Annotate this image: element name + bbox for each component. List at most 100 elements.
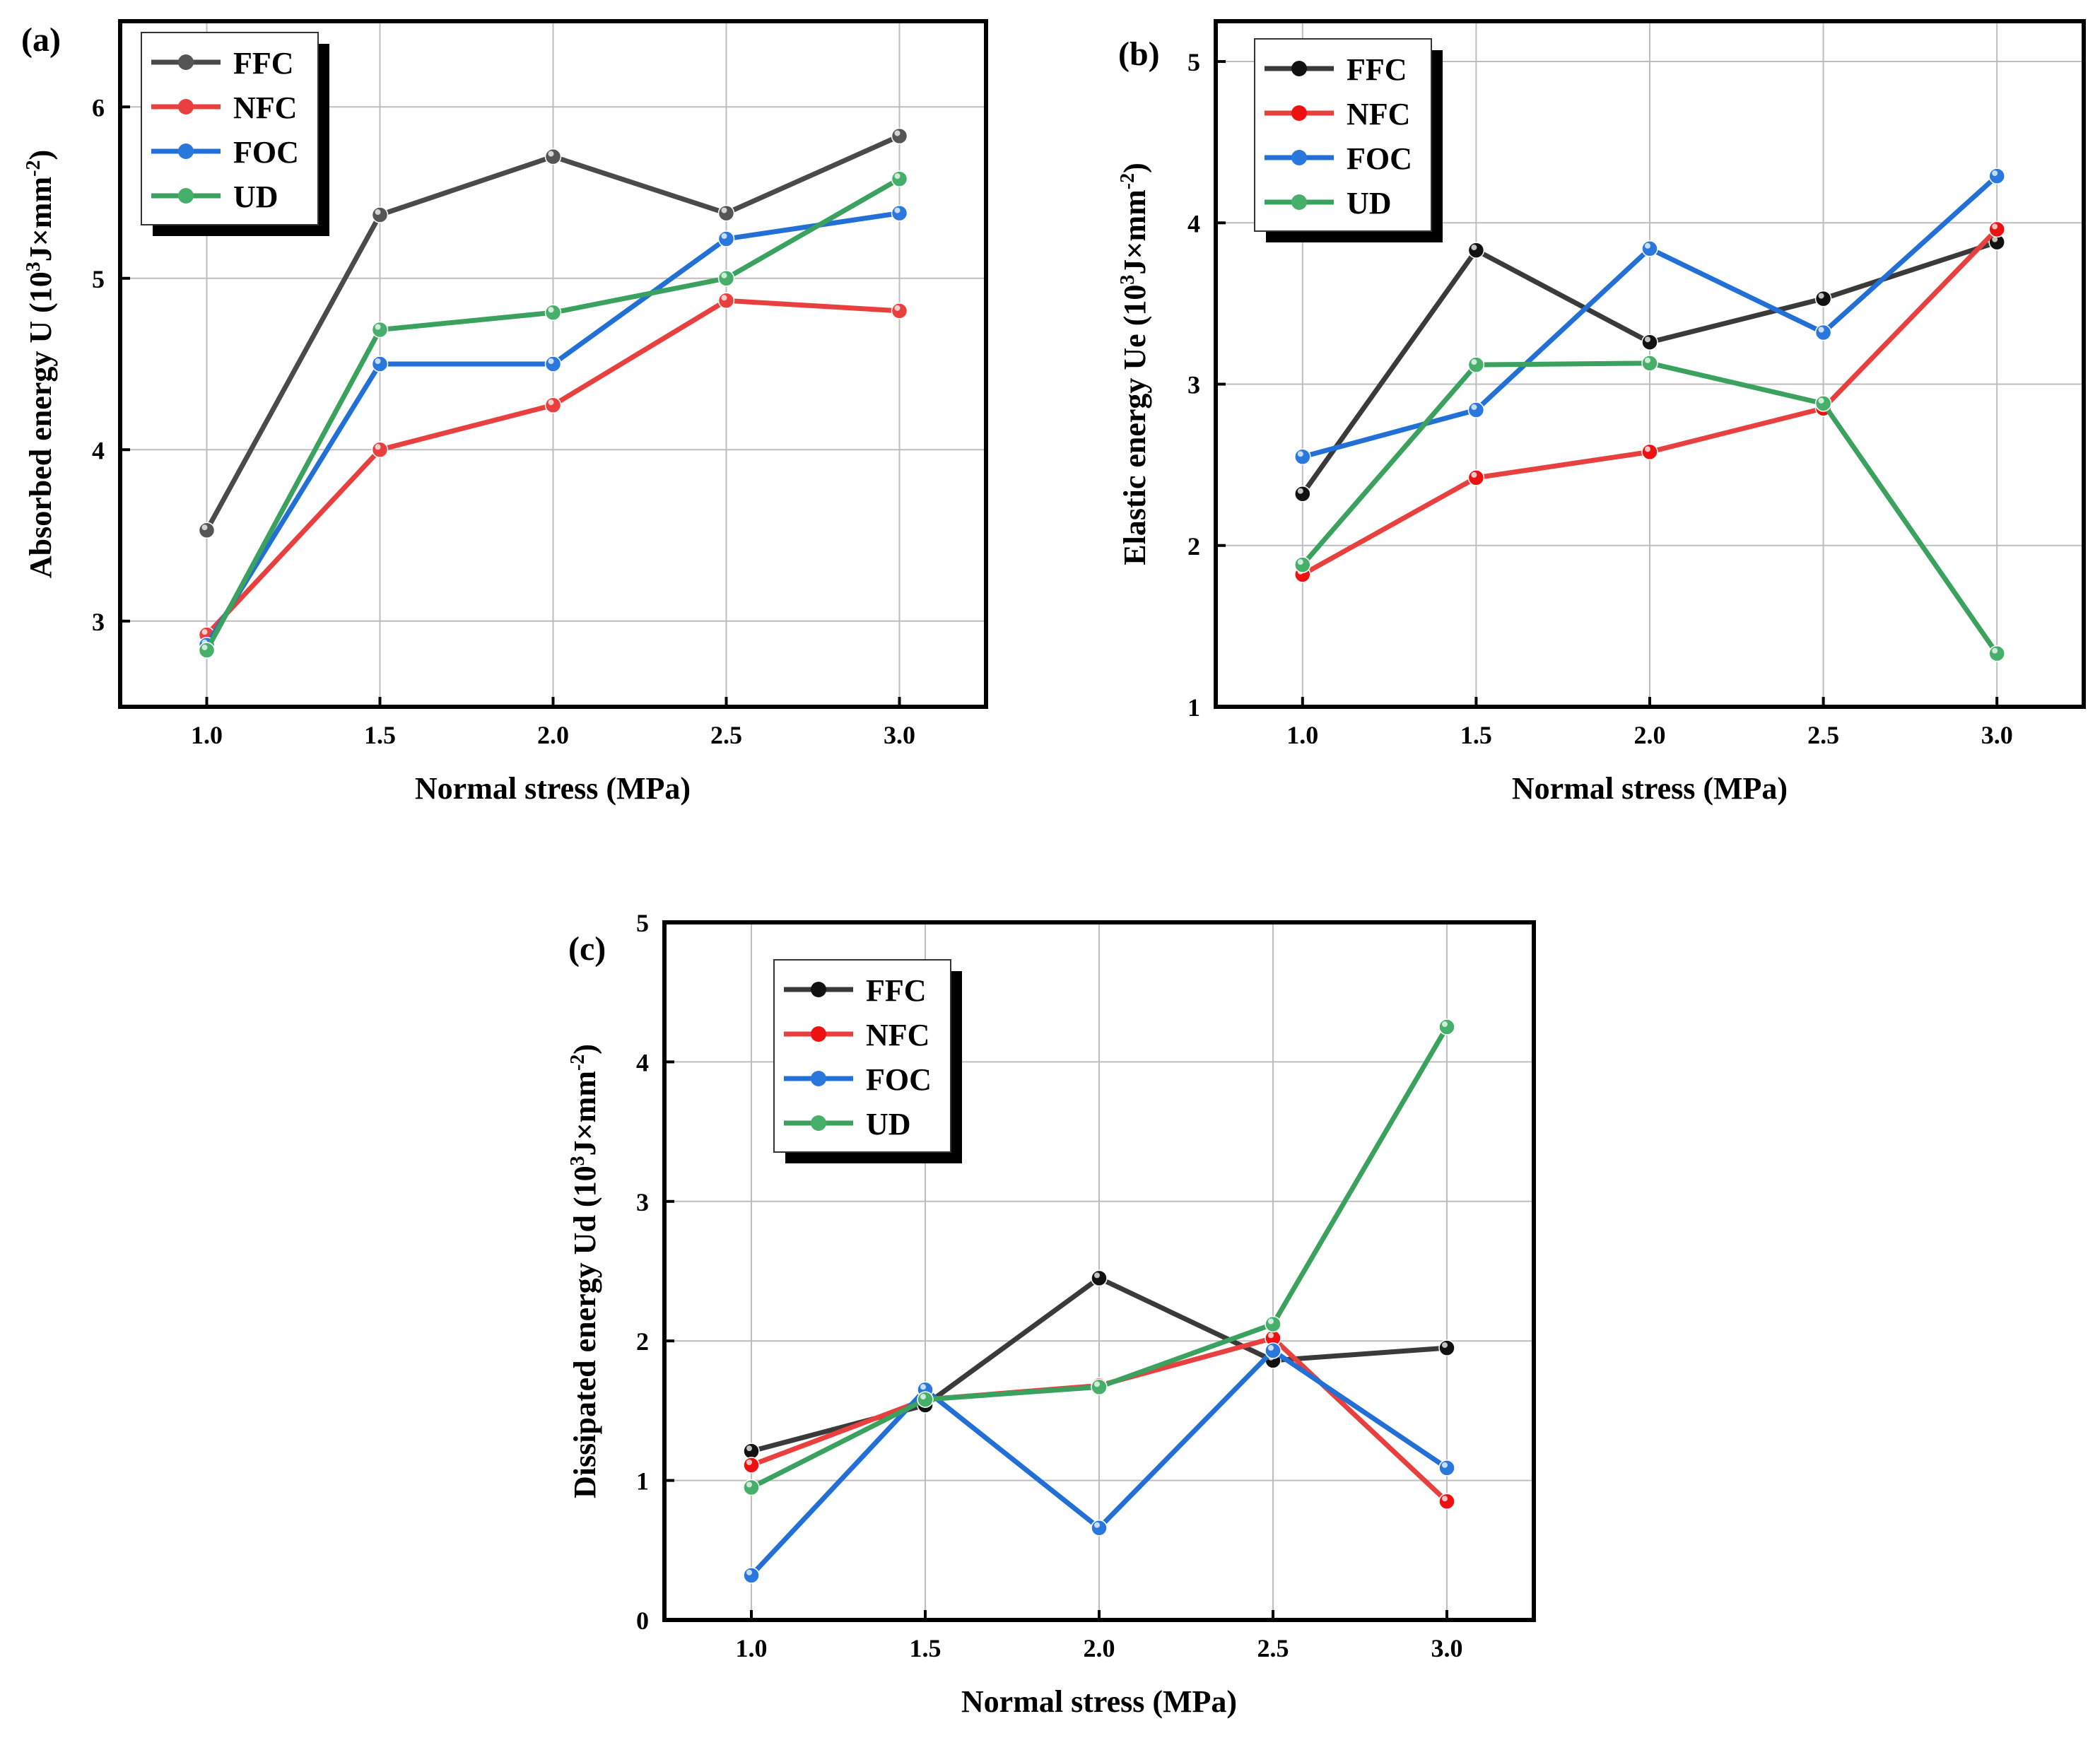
data-point-nfc [371,441,389,458]
data-point-highlight [1471,404,1477,411]
data-point-highlight [920,1394,926,1400]
data-point-foc [717,230,735,247]
data-point-highlight [746,1569,752,1575]
y-tick-label: 3 [636,1188,649,1216]
data-point-nfc [1467,469,1485,486]
data-point-nfc [544,397,562,413]
y-axis-label-text: Absorbed energy U (10 [23,271,58,578]
x-tick-label: 3.0 [1981,721,2013,749]
legend-label-ffc: FFC [233,46,294,81]
legend-label-ud: UD [233,180,278,214]
data-point-ud [371,321,389,339]
data-point-foc [371,356,389,372]
data-point-highlight [894,173,901,180]
legend-label-nfc: NFC [1347,97,1410,131]
data-point-ud [198,642,216,659]
y-axis-label-superscript: 3 [23,262,45,271]
data-point-highlight [746,1481,752,1488]
data-point-highlight [1442,1021,1448,1028]
x-axis-label: Normal stress (MPa) [1512,771,1788,806]
data-point-highlight [1818,397,1824,404]
data-point-nfc [1988,221,2005,238]
panel-label: (a) [21,21,61,59]
data-point-highlight [375,358,381,364]
y-tick-label: 5 [636,909,649,937]
x-tick-label: 2.5 [710,721,742,749]
data-point-foc [1265,1342,1281,1359]
legend-swatch-marker [1291,150,1307,165]
data-point-foc [1294,448,1311,465]
legend-swatch-marker [1291,194,1307,210]
legend-label-ffc: FFC [866,973,927,1008]
y-axis-label-text: ) [23,150,58,160]
data-point-ud [1641,355,1658,372]
x-tick-label: 2.0 [537,721,569,749]
legend-label-nfc: NFC [866,1018,929,1052]
chart-panel-3: 1.0 1.5 2.0 2.5 3.0 0 1 2 3 4 5 FFC NFC FOC UD Normal s… [567,909,1536,1719]
data-point-foc [1438,1460,1455,1476]
data-point-nfc [891,303,908,319]
x-tick-label: 2.0 [1634,721,1666,749]
data-point-ffc [1438,1339,1455,1356]
legend-swatch-marker [811,982,826,997]
x-tick-label: 1.0 [191,721,223,749]
data-point-foc [1091,1519,1108,1537]
data-point-highlight [721,295,727,301]
y-tick-label: 4 [92,436,105,464]
data-point-highlight [1645,357,1650,363]
data-point-ffc [717,204,735,222]
data-point-nfc [743,1457,760,1474]
data-point-highlight [1992,236,1998,242]
legend-label-foc: FOC [233,135,299,170]
y-tick-label: 0 [636,1607,649,1635]
legend-swatch-marker [178,54,194,70]
data-point-highlight [201,644,208,650]
y-axis-label-text: Dissipated energy Ud (10 [568,1165,602,1498]
data-point-ud [544,304,562,321]
data-point-highlight [721,233,727,239]
data-point-ud [917,1391,934,1408]
legend-swatch-marker [1291,61,1307,76]
data-point-ffc [1467,242,1485,259]
y-axis-label-superscript: -2 [567,1055,589,1071]
data-point-foc [1988,168,2005,184]
chart-panel-2: 1.0 1.5 2.0 2.5 3.0 1 2 3 4 5 FFC NFC FOC UD Normal st… [1117,19,2086,806]
data-point-highlight [1297,451,1303,457]
data-point-highlight [746,1445,752,1452]
y-axis-label-text: ) [1118,163,1152,173]
legend-swatch-marker [811,1026,826,1042]
data-point-highlight [1471,245,1477,251]
data-point-highlight [1645,446,1650,452]
data-point-ud [1814,395,1832,412]
data-point-highlight [894,305,901,311]
data-point-ffc [1814,290,1832,307]
data-point-highlight [1992,223,1998,230]
data-point-highlight [1992,647,1998,654]
data-point-highlight [1645,336,1650,343]
data-point-highlight [721,207,727,213]
legend-swatch-marker [178,99,194,115]
data-point-highlight [746,1459,752,1465]
data-point-highlight [201,629,208,635]
data-point-ffc [371,206,389,223]
legend-label-ud: UD [866,1107,911,1141]
data-point-ud [717,270,735,287]
y-axis-label-superscript: -2 [23,160,45,177]
x-tick-label: 2.5 [1807,721,1839,749]
data-point-highlight [1645,242,1650,249]
legend-label-ud: UD [1347,186,1392,221]
y-axis-label: Elastic energy Ue (103J×mm-2) [1117,163,1152,565]
y-axis-label-text: J×mm [23,177,58,262]
data-point-ud [891,170,908,187]
data-point-highlight [1094,1381,1100,1387]
data-point-ud [1091,1378,1108,1396]
y-tick-label: 5 [1187,48,1200,76]
data-point-highlight [548,399,554,406]
y-tick-label: 3 [92,608,105,636]
data-point-highlight [375,209,381,216]
panel-label: (b) [1118,35,1160,73]
data-point-highlight [894,207,901,213]
y-tick-label: 4 [1187,209,1200,237]
legend-swatch-marker [1291,105,1307,121]
plot-frame [118,19,988,709]
